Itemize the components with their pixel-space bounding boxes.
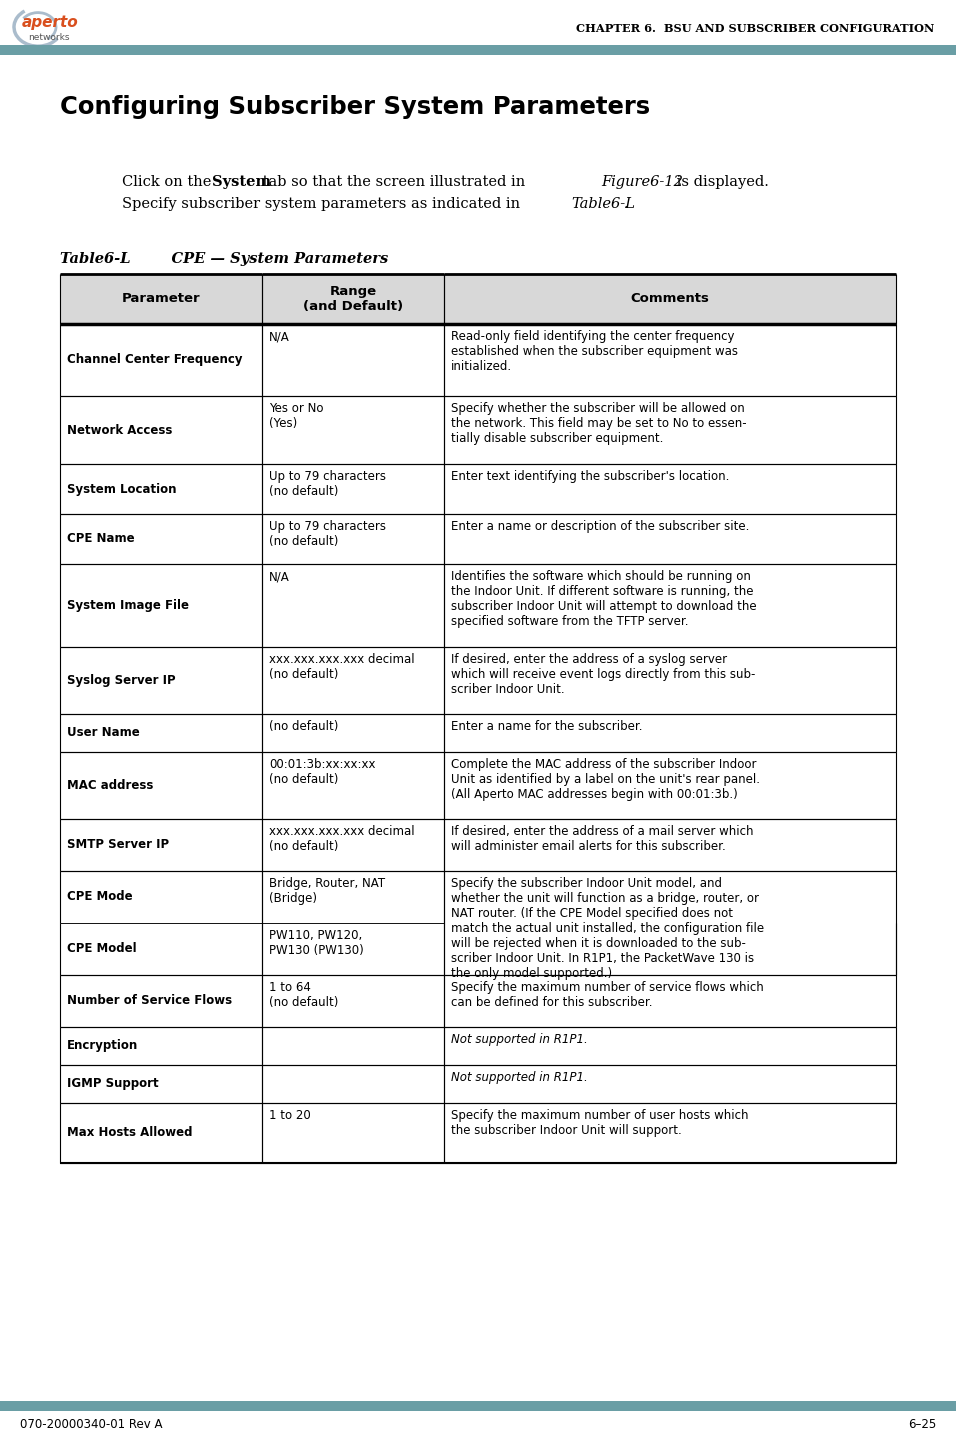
- Text: tab so that the screen illustrated in: tab so that the screen illustrated in: [258, 175, 530, 189]
- Bar: [444, 274, 896, 325]
- Text: CPE Name: CPE Name: [67, 532, 135, 545]
- Text: Yes or No
(Yes): Yes or No (Yes): [269, 403, 323, 430]
- Text: System: System: [212, 175, 271, 189]
- Text: Max Hosts Allowed: Max Hosts Allowed: [67, 1127, 192, 1140]
- Text: IGMP Support: IGMP Support: [67, 1078, 159, 1091]
- Text: Figure6-12: Figure6-12: [601, 175, 683, 189]
- Text: If desired, enter the address of a syslog server
which will receive event logs d: If desired, enter the address of a syslo…: [451, 654, 755, 696]
- Text: Syslog Server IP: Syslog Server IP: [67, 674, 176, 687]
- Text: Enter a name or description of the subscriber site.: Enter a name or description of the subsc…: [451, 519, 750, 532]
- Text: MAC address: MAC address: [67, 779, 153, 792]
- Text: If desired, enter the address of a mail server which
will administer email alert: If desired, enter the address of a mail …: [451, 825, 753, 853]
- Text: Network Access: Network Access: [67, 423, 172, 436]
- Text: Specify the maximum number of user hosts which
the subscriber Indoor Unit will s: Specify the maximum number of user hosts…: [451, 1110, 749, 1137]
- Text: Specify the subscriber Indoor Unit model, and
whether the unit will function as : Specify the subscriber Indoor Unit model…: [451, 877, 764, 980]
- Text: Not supported in R1P1.: Not supported in R1P1.: [451, 1071, 588, 1084]
- Text: 00:01:3b:xx:xx:xx
(no default): 00:01:3b:xx:xx:xx (no default): [269, 758, 376, 786]
- Text: Table6-L: Table6-L: [571, 198, 635, 211]
- Text: aperto: aperto: [22, 16, 78, 30]
- Bar: [60, 274, 262, 325]
- Text: CPE Model: CPE Model: [67, 942, 137, 955]
- Text: Channel Center Frequency: Channel Center Frequency: [67, 354, 243, 367]
- Text: Range
(and Default): Range (and Default): [303, 286, 403, 313]
- Text: Complete the MAC address of the subscriber Indoor
Unit as identified by a label : Complete the MAC address of the subscrib…: [451, 758, 760, 801]
- Text: 1 to 64
(no default): 1 to 64 (no default): [269, 981, 338, 1009]
- Bar: [0, 45, 956, 55]
- Text: Specify the maximum number of service flows which
can be defined for this subscr: Specify the maximum number of service fl…: [451, 981, 764, 1009]
- Text: User Name: User Name: [67, 726, 140, 739]
- Text: Table6-L        CPE — System Parameters: Table6-L CPE — System Parameters: [60, 253, 388, 266]
- Text: Read-only field identifying the center frequency
established when the subscriber: Read-only field identifying the center f…: [451, 330, 738, 372]
- Text: 070-20000340-01 Rev A: 070-20000340-01 Rev A: [20, 1418, 163, 1431]
- Text: Parameter: Parameter: [121, 293, 201, 306]
- Text: is displayed.: is displayed.: [672, 175, 769, 189]
- Text: Specify whether the subscriber will be allowed on
the network. This field may be: Specify whether the subscriber will be a…: [451, 403, 747, 444]
- Text: N/A: N/A: [269, 570, 290, 583]
- Text: System Image File: System Image File: [67, 599, 189, 612]
- Text: xxx.xxx.xxx.xxx decimal
(no default): xxx.xxx.xxx.xxx decimal (no default): [269, 825, 415, 853]
- Text: 6–25: 6–25: [908, 1418, 936, 1431]
- Text: networks: networks: [28, 33, 70, 42]
- Text: 1 to 20: 1 to 20: [269, 1110, 311, 1123]
- Text: Click on the: Click on the: [122, 175, 216, 189]
- Text: (no default): (no default): [269, 720, 338, 733]
- Text: Enter text identifying the subscriber's location.: Enter text identifying the subscriber's …: [451, 470, 729, 483]
- Text: Up to 79 characters
(no default): Up to 79 characters (no default): [269, 470, 386, 498]
- Text: .: .: [624, 198, 629, 211]
- Text: Comments: Comments: [631, 293, 709, 306]
- Text: System Location: System Location: [67, 482, 177, 495]
- Text: Bridge, Router, NAT
(Bridge): Bridge, Router, NAT (Bridge): [269, 877, 385, 905]
- Text: Up to 79 characters
(no default): Up to 79 characters (no default): [269, 519, 386, 548]
- Text: Identifies the software which should be running on
the Indoor Unit. If different: Identifies the software which should be …: [451, 570, 756, 628]
- Text: Configuring Subscriber System Parameters: Configuring Subscriber System Parameters: [60, 95, 650, 118]
- Text: SMTP Server IP: SMTP Server IP: [67, 838, 169, 851]
- Bar: [0, 1401, 956, 1411]
- Text: CHAPTER 6.  BSU AND SUBSCRIBER CONFIGURATION: CHAPTER 6. BSU AND SUBSCRIBER CONFIGURAT…: [576, 23, 934, 33]
- Text: Number of Service Flows: Number of Service Flows: [67, 994, 232, 1007]
- Text: CPE Mode: CPE Mode: [67, 890, 133, 903]
- Text: Not supported in R1P1.: Not supported in R1P1.: [451, 1033, 588, 1046]
- Text: Specify subscriber system parameters as indicated in: Specify subscriber system parameters as …: [122, 198, 525, 211]
- Bar: [262, 274, 444, 325]
- Text: Enter a name for the subscriber.: Enter a name for the subscriber.: [451, 720, 642, 733]
- Text: PW110, PW120,
PW130 (PW130): PW110, PW120, PW130 (PW130): [269, 929, 363, 957]
- Text: xxx.xxx.xxx.xxx decimal
(no default): xxx.xxx.xxx.xxx decimal (no default): [269, 654, 415, 681]
- Text: N/A: N/A: [269, 330, 290, 343]
- Text: Encryption: Encryption: [67, 1039, 139, 1052]
